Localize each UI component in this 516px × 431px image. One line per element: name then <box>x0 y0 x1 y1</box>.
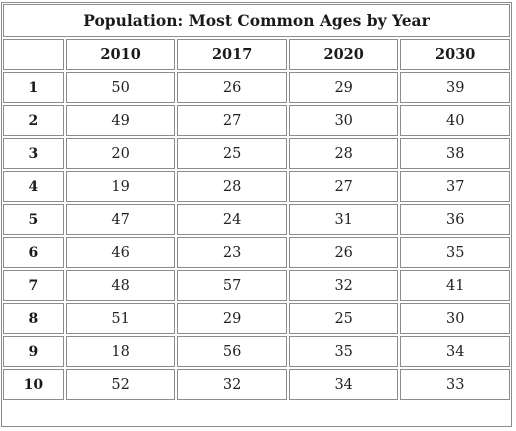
table-cell: 29 <box>177 303 287 334</box>
table-cell: 34 <box>288 369 399 400</box>
row-header: 9 <box>3 336 64 367</box>
column-header: 2017 <box>177 39 287 70</box>
table-cell: 28 <box>177 171 287 202</box>
table-cell: 35 <box>288 336 399 367</box>
table-cell: 28 <box>288 138 399 169</box>
row-header: 6 <box>3 237 64 268</box>
header-row: 2010 2017 2020 2030 <box>3 39 510 70</box>
table-cell: 39 <box>400 72 510 103</box>
row-header: 1 <box>3 72 64 103</box>
table-cell: 57 <box>177 270 287 301</box>
table-cell: 25 <box>288 303 399 334</box>
table-row: 6 46 23 26 35 <box>3 237 510 268</box>
table-row: 3 20 25 28 38 <box>3 138 510 169</box>
table-row: 5 47 24 31 36 <box>3 204 510 235</box>
table-row: 1 50 26 29 39 <box>3 72 510 103</box>
table-cell: 18 <box>65 336 176 367</box>
table-cell: 52 <box>65 369 176 400</box>
table-cell: 50 <box>65 72 176 103</box>
row-header: 3 <box>3 138 64 169</box>
table-row: 4 19 28 27 37 <box>3 171 510 202</box>
table-cell: 27 <box>288 171 399 202</box>
column-header: 2030 <box>400 39 510 70</box>
table-cell: 27 <box>177 105 287 136</box>
table-cell: 47 <box>65 204 176 235</box>
table-cell: 19 <box>65 171 176 202</box>
table-cell: 41 <box>400 270 510 301</box>
table-cell: 32 <box>288 270 399 301</box>
table-row: 2 49 27 30 40 <box>3 105 510 136</box>
row-header: 5 <box>3 204 64 235</box>
table-cell: 38 <box>400 138 510 169</box>
table-cell: 49 <box>65 105 176 136</box>
table-cell: 33 <box>400 369 510 400</box>
row-header: 8 <box>3 303 64 334</box>
table-cell: 30 <box>400 303 510 334</box>
table-frame <box>1 2 512 427</box>
table-cell: 35 <box>400 237 510 268</box>
table-cell: 25 <box>177 138 287 169</box>
table-cell: 46 <box>65 237 176 268</box>
table-cell: 48 <box>65 270 176 301</box>
table-cell: 26 <box>288 237 399 268</box>
table-cell: 29 <box>288 72 399 103</box>
corner-cell <box>3 39 64 70</box>
column-header: 2020 <box>288 39 399 70</box>
table-cell: 26 <box>177 72 287 103</box>
table-body: 1 50 26 29 39 2 49 27 30 40 3 20 25 28 3… <box>3 72 510 400</box>
table-row: 7 48 57 32 41 <box>3 270 510 301</box>
table-cell: 32 <box>177 369 287 400</box>
table-cell: 37 <box>400 171 510 202</box>
table-row: 9 18 56 35 34 <box>3 336 510 367</box>
row-header: 7 <box>3 270 64 301</box>
table-cell: 56 <box>177 336 287 367</box>
table-cell: 51 <box>65 303 176 334</box>
table-cell: 30 <box>288 105 399 136</box>
table-cell: 40 <box>400 105 510 136</box>
table-row: 8 51 29 25 30 <box>3 303 510 334</box>
table-cell: 23 <box>177 237 287 268</box>
table-row: 10 52 32 34 33 <box>3 369 510 400</box>
table-title: Population: Most Common Ages by Year <box>3 4 510 37</box>
table-cell: 34 <box>400 336 510 367</box>
column-header: 2010 <box>65 39 176 70</box>
row-header: 2 <box>3 105 64 136</box>
table-cell: 31 <box>288 204 399 235</box>
table-cell: 24 <box>177 204 287 235</box>
table-cell: 20 <box>65 138 176 169</box>
population-age-table: 2010 2017 2020 2030 1 50 26 29 39 2 49 2… <box>1 37 512 402</box>
table-cell: 36 <box>400 204 510 235</box>
row-header: 10 <box>3 369 64 400</box>
row-header: 4 <box>3 171 64 202</box>
